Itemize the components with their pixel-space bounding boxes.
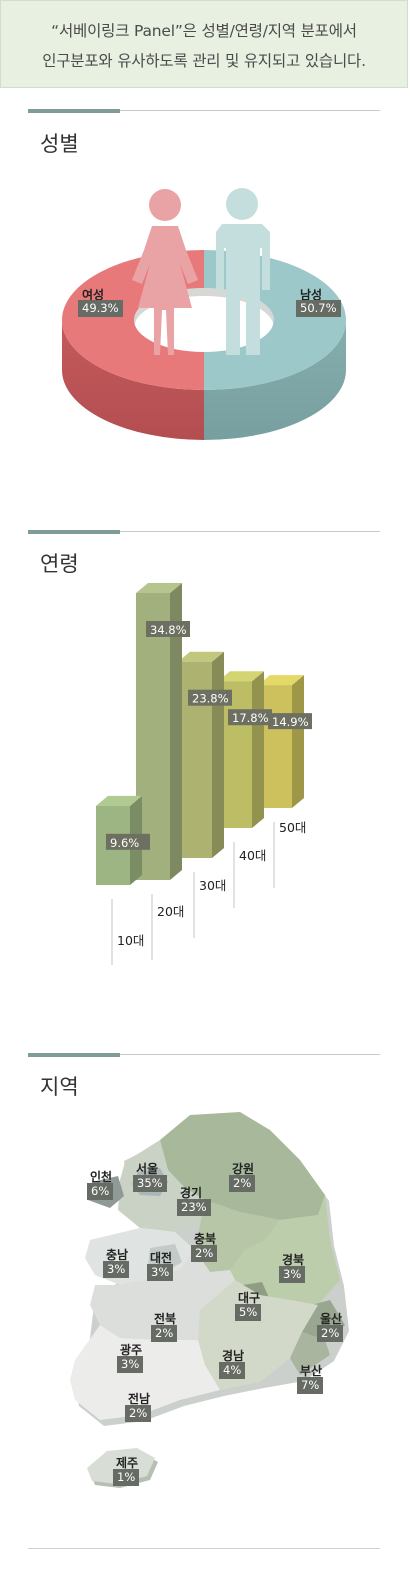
age-category-label: 30대 [199, 878, 226, 893]
region-value-badge: 23% [177, 1199, 211, 1216]
section-accent [28, 530, 120, 534]
age-category-label: 20대 [157, 904, 184, 919]
korea-region-map [0, 1100, 410, 1520]
region-value-badge: 3% [103, 1261, 129, 1278]
intro-banner: “서베이링크 Panel”은 성별/연령/지역 분포에서 인구분포와 유사하도록… [0, 0, 408, 88]
age-value-label: 17.8% [232, 711, 269, 725]
region-value-badge: 1% [113, 1469, 139, 1486]
section-accent [28, 1053, 120, 1057]
region-value-badge: 2% [229, 1175, 255, 1192]
female-figure-icon [132, 189, 198, 355]
region-value-badge: 4% [219, 1362, 245, 1379]
region-value-badge: 3% [279, 1266, 305, 1283]
region-value-badge: 2% [317, 1325, 343, 1342]
age-bar-chart: 14.9% 50대 17.8% 40대 23.8% 30대 34.8% 20대 9.6% 10대 [0, 580, 410, 1000]
age-value-label: 14.9% [272, 715, 309, 729]
region-section-title: 지역 [40, 1071, 79, 1101]
age-category-label: 10대 [117, 933, 144, 948]
region-value-badge: 3% [117, 1356, 143, 1373]
region-value-badge: 6% [87, 1183, 113, 1200]
age-category-label: 40대 [239, 848, 266, 863]
age-value-label: 23.8% [192, 692, 229, 706]
age-value-label: 9.6% [110, 836, 139, 850]
male-value-badge: 50.7% [296, 300, 341, 317]
region-value-badge: 3% [147, 1264, 173, 1281]
gender-donut-chart [0, 160, 410, 470]
region-value-badge: 7% [297, 1377, 323, 1394]
region-value-badge: 2% [125, 1405, 151, 1422]
age-bar-side [212, 652, 224, 858]
region-value-badge: 2% [151, 1325, 177, 1342]
region-value-badge: 5% [235, 1304, 261, 1321]
section-accent [28, 109, 120, 113]
age-bar-side [252, 671, 264, 828]
region-value-badge: 2% [191, 1245, 217, 1262]
gender-section-title: 성별 [40, 128, 79, 158]
intro-line-1: “서베이링크 Panel”은 성별/연령/지역 분포에서 [1, 19, 407, 41]
age-section-title: 연령 [40, 548, 79, 578]
age-bar-side [292, 675, 304, 808]
region-value-badge: 35% [133, 1175, 167, 1192]
bottom-divider [28, 1548, 380, 1549]
age-value-label: 34.8% [150, 623, 187, 637]
intro-line-2: 인구분포와 유사하도록 관리 및 유지되고 있습니다. [1, 49, 407, 71]
female-value-badge: 49.3% [78, 300, 123, 317]
age-category-label: 50대 [279, 820, 306, 835]
